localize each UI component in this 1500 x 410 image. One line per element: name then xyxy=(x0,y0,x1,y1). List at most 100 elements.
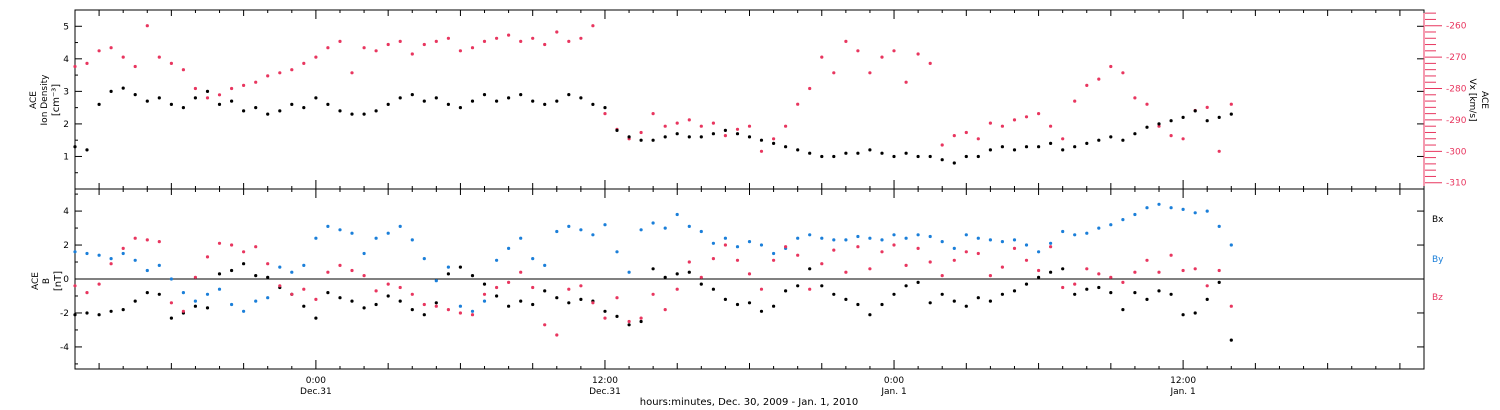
density-point xyxy=(579,96,583,100)
field-tick-label: -2 xyxy=(60,309,69,319)
density-point xyxy=(784,145,788,149)
density-point xyxy=(747,135,752,139)
bx-point xyxy=(314,316,318,320)
vx-point xyxy=(952,134,956,138)
by-point xyxy=(410,238,414,242)
density-point xyxy=(1037,145,1041,149)
field-label-line-3: [nT] xyxy=(53,271,64,291)
bx-point xyxy=(543,289,547,293)
by-point xyxy=(1097,226,1101,230)
bz-point xyxy=(1181,268,1185,273)
vx-point xyxy=(495,36,499,40)
by-point xyxy=(1169,206,1173,210)
vx-label-line-1: ACE xyxy=(1479,91,1489,109)
bz-point xyxy=(928,260,932,264)
vx-tick-label: -270 xyxy=(1446,53,1467,63)
vx-point xyxy=(193,86,197,91)
bz-point xyxy=(314,297,318,301)
bx-point xyxy=(1181,313,1185,317)
x-tick-time-label: 12:00 xyxy=(1170,376,1196,386)
by-point xyxy=(169,277,173,281)
bx-series xyxy=(73,262,1233,342)
density-point xyxy=(699,135,703,139)
by-point xyxy=(181,291,185,295)
by-point xyxy=(1181,207,1185,211)
bz-point xyxy=(772,258,776,262)
vx-point xyxy=(242,83,246,87)
bz-point xyxy=(205,255,210,259)
density-point xyxy=(615,128,619,132)
vx-point xyxy=(1012,118,1017,122)
by-point xyxy=(1121,218,1125,222)
vx-point xyxy=(73,64,77,69)
by-point xyxy=(458,304,462,308)
legend-bx: Bx xyxy=(1432,215,1444,225)
vx-point xyxy=(458,49,462,53)
density-point xyxy=(591,102,595,106)
density-point xyxy=(338,109,342,113)
bz-point xyxy=(121,246,125,250)
density-point xyxy=(1193,109,1197,113)
density-point xyxy=(976,154,980,159)
vx-tick-label: -260 xyxy=(1446,22,1467,32)
bx-point xyxy=(1229,338,1233,342)
bx-point xyxy=(567,301,571,305)
by-point xyxy=(856,234,860,239)
vx-point xyxy=(302,61,306,65)
density-point xyxy=(1133,132,1137,136)
vx-tick-label: -290 xyxy=(1446,116,1467,126)
density-point xyxy=(205,89,210,93)
by-point xyxy=(205,292,210,296)
bz-point xyxy=(386,282,390,286)
plasma-plot-frame xyxy=(74,9,1425,190)
by-point xyxy=(145,268,149,273)
by-point xyxy=(699,229,703,234)
bx-point xyxy=(254,274,258,278)
by-point xyxy=(217,287,222,291)
vx-point xyxy=(482,39,487,44)
density-point xyxy=(314,96,318,100)
bx-point xyxy=(531,302,535,307)
density-point xyxy=(1061,148,1065,152)
by-point xyxy=(398,224,402,228)
bz-point xyxy=(904,263,908,267)
bz-point xyxy=(976,251,980,256)
by-point xyxy=(157,263,161,267)
by-point xyxy=(1133,212,1137,217)
density-point xyxy=(1097,138,1101,142)
vx-point xyxy=(1157,124,1161,128)
density-point xyxy=(531,99,535,103)
bz-point xyxy=(350,268,354,273)
bz-point xyxy=(1193,267,1197,271)
bx-point xyxy=(1012,289,1017,293)
bx-point xyxy=(422,313,426,317)
by-point xyxy=(759,243,764,247)
bx-point xyxy=(808,267,812,271)
bx-point xyxy=(555,296,559,300)
bx-point xyxy=(482,282,487,286)
bx-point xyxy=(856,302,860,307)
bz-point xyxy=(651,292,655,296)
vx-point xyxy=(808,86,812,91)
bz-point xyxy=(567,287,571,291)
density-point xyxy=(157,96,161,100)
bz-point xyxy=(374,289,378,293)
vx-point xyxy=(362,46,366,50)
by-point xyxy=(567,224,571,228)
vx-point xyxy=(446,36,450,40)
vx-point xyxy=(639,130,643,135)
density-point xyxy=(940,158,944,162)
bx-point xyxy=(904,284,908,288)
field-axis-label: ACE B [nT] xyxy=(31,271,64,291)
by-point xyxy=(603,223,607,227)
density-point xyxy=(326,102,330,106)
vx-point xyxy=(663,124,667,128)
bz-point xyxy=(422,302,426,307)
legend-by: By xyxy=(1432,255,1444,265)
bz-point xyxy=(868,267,872,271)
by-point xyxy=(820,236,824,240)
bx-point xyxy=(398,299,402,303)
bz-point xyxy=(97,282,101,286)
vx-point xyxy=(121,55,125,59)
